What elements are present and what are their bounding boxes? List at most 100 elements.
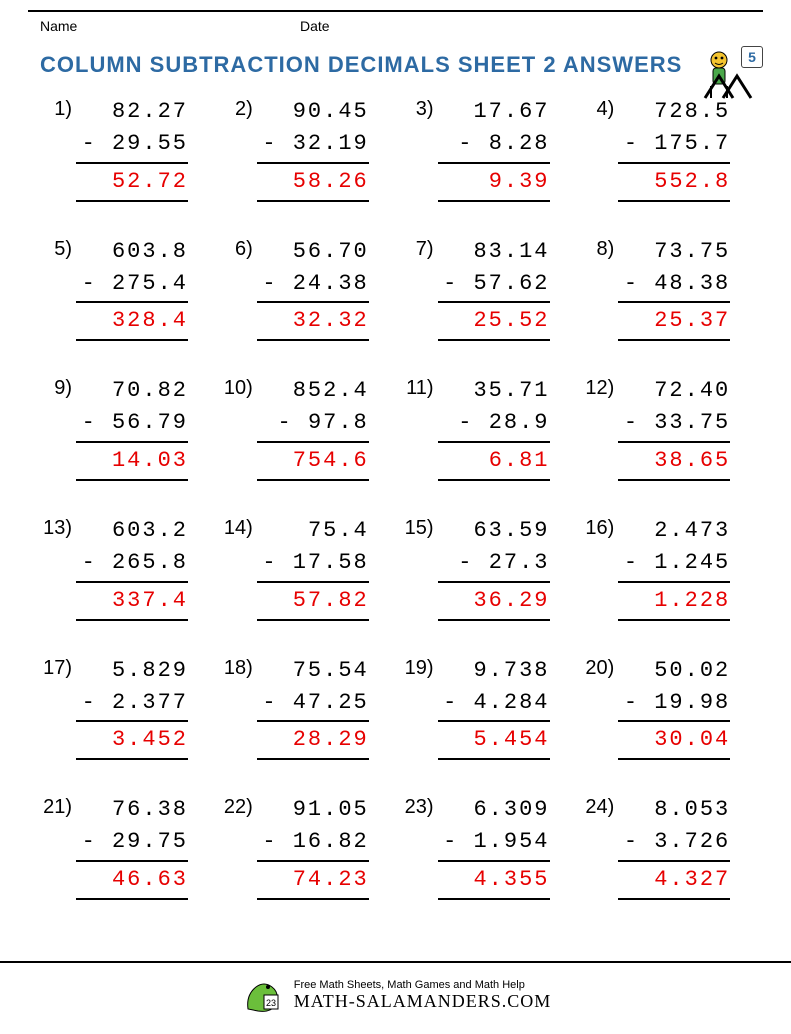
answer: 32.32 [257, 303, 369, 337]
answer: 5.454 [438, 722, 550, 756]
problem-number: 10) [217, 375, 257, 400]
problem-number: 1) [36, 96, 76, 121]
subtrahend: 27.3 [438, 547, 550, 579]
problem-number: 11) [398, 375, 438, 400]
subtrahend: 16.82 [257, 826, 369, 858]
minuend: 75.4 [257, 515, 369, 547]
problem-stack: 728.5175.7552.8 [618, 96, 730, 202]
subtrahend: 175.7 [618, 128, 730, 160]
bottom-rule [438, 619, 550, 621]
problem: 16)2.4731.2451.228 [578, 515, 755, 621]
minuend: 6.309 [438, 794, 550, 826]
bottom-rule [76, 758, 188, 760]
subtrahend: 48.38 [618, 268, 730, 300]
answer: 36.29 [438, 583, 550, 617]
subtrahend: 29.55 [76, 128, 188, 160]
problem-stack: 63.5927.3 36.29 [438, 515, 550, 621]
problem-number: 17) [36, 655, 76, 680]
problem-stack: 70.8256.79 14.03 [76, 375, 188, 481]
minuend: 75.54 [257, 655, 369, 687]
bottom-rule [438, 758, 550, 760]
subtrahend: 33.75 [618, 407, 730, 439]
answer: 1.228 [618, 583, 730, 617]
subtrahend: 56.79 [76, 407, 188, 439]
problems-grid: 1)82.2729.5552.722)90.4532.1958.263)17.6… [0, 96, 791, 900]
answer: 9.39 [438, 164, 550, 198]
subtrahend: 29.75 [76, 826, 188, 858]
problem-stack: 83.1457.6225.52 [438, 236, 550, 342]
problem: 20)50.0219.9830.04 [578, 655, 755, 761]
subtrahend: 19.98 [618, 687, 730, 719]
subtrahend: 4.284 [438, 687, 550, 719]
bottom-rule [438, 479, 550, 481]
answer: 337.4 [76, 583, 188, 617]
level-badge: 5 [741, 46, 763, 68]
problem-number: 7) [398, 236, 438, 261]
minuend: 63.59 [438, 515, 550, 547]
problem-stack: 5.8292.3773.452 [76, 655, 188, 761]
minuend: 603.8 [76, 236, 188, 268]
bottom-rule [76, 200, 188, 202]
problem: 17)5.8292.3773.452 [36, 655, 213, 761]
bottom-rule [76, 479, 188, 481]
problem: 6)56.7024.3832.32 [217, 236, 394, 342]
grade-badge: 5 [699, 46, 763, 102]
subtrahend: 57.62 [438, 268, 550, 300]
answer: 58.26 [257, 164, 369, 198]
problem-stack: 91.0516.8274.23 [257, 794, 369, 900]
problem-number: 5) [36, 236, 76, 261]
answer: 74.23 [257, 862, 369, 896]
problem: 5)603.8275.4328.4 [36, 236, 213, 342]
bottom-rule [618, 619, 730, 621]
answer: 4.327 [618, 862, 730, 896]
date-label: Date [300, 18, 330, 34]
answer: 28.29 [257, 722, 369, 756]
problem: 2)90.4532.1958.26 [217, 96, 394, 202]
footer: 23 Free Math Sheets, Math Games and Math… [0, 961, 791, 1022]
problem: 1)82.2729.5552.72 [36, 96, 213, 202]
minuend: 35.71 [438, 375, 550, 407]
bottom-rule [618, 758, 730, 760]
page-title: COLUMN SUBTRACTION DECIMALS SHEET 2 ANSW… [0, 38, 791, 96]
problem-number: 9) [36, 375, 76, 400]
minuend: 90.45 [257, 96, 369, 128]
footer-site: MATH-SALAMANDERS.COM [294, 991, 552, 1012]
answer: 25.52 [438, 303, 550, 337]
bottom-rule [257, 898, 369, 900]
problem-stack: 75.417.5857.82 [257, 515, 369, 621]
problem-stack: 35.7128.9 6.81 [438, 375, 550, 481]
problem: 4)728.5175.7552.8 [578, 96, 755, 202]
problem: 22)91.0516.8274.23 [217, 794, 394, 900]
bottom-rule [257, 200, 369, 202]
subtrahend: 265.8 [76, 547, 188, 579]
bottom-rule [257, 339, 369, 341]
minuend: 56.70 [257, 236, 369, 268]
problem: 12)72.4033.7538.65 [578, 375, 755, 481]
problem: 23)6.3091.9544.355 [398, 794, 575, 900]
answer: 14.03 [76, 443, 188, 477]
problem: 19)9.7384.2845.454 [398, 655, 575, 761]
answer: 57.82 [257, 583, 369, 617]
minuend: 83.14 [438, 236, 550, 268]
bottom-rule [438, 200, 550, 202]
problem-stack: 75.5447.2528.29 [257, 655, 369, 761]
problem-number: 2) [217, 96, 257, 121]
minuend: 17.67 [438, 96, 550, 128]
problem-number: 24) [578, 794, 618, 819]
subtrahend: 28.9 [438, 407, 550, 439]
subtrahend: 1.245 [618, 547, 730, 579]
subtrahend: 24.38 [257, 268, 369, 300]
problem-number: 14) [217, 515, 257, 540]
name-label: Name [40, 18, 300, 34]
minuend: 50.02 [618, 655, 730, 687]
subtrahend: 47.25 [257, 687, 369, 719]
minuend: 73.75 [618, 236, 730, 268]
subtrahend: 2.377 [76, 687, 188, 719]
minuend: 70.82 [76, 375, 188, 407]
problem: 10)852.497.8754.6 [217, 375, 394, 481]
bottom-rule [257, 619, 369, 621]
problem-stack: 50.0219.9830.04 [618, 655, 730, 761]
problem-number: 4) [578, 96, 618, 121]
salamander-icon: 23 [240, 973, 284, 1017]
answer: 6.81 [438, 443, 550, 477]
